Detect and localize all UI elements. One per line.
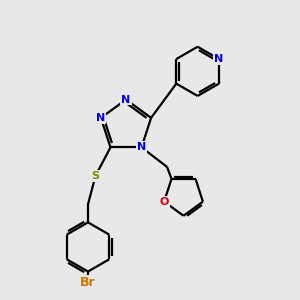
Text: S: S — [92, 171, 100, 181]
Text: N: N — [137, 142, 146, 152]
Text: O: O — [159, 197, 169, 207]
Text: N: N — [96, 113, 106, 123]
Text: Br: Br — [80, 276, 96, 289]
Text: N: N — [214, 54, 224, 64]
Text: N: N — [122, 94, 130, 105]
